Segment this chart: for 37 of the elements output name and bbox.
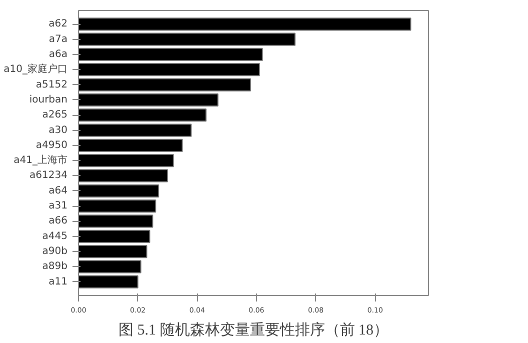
bar <box>78 48 263 62</box>
y-tick-label: a31 <box>48 200 68 212</box>
bar <box>78 260 142 274</box>
y-tick-label: a4950 <box>36 140 68 151</box>
bar <box>78 214 154 228</box>
y-tick-label: a41_上海市 <box>14 154 68 166</box>
bar <box>78 108 207 122</box>
y-tick-label: a6a <box>48 48 68 60</box>
y-tick-label: a11 <box>48 276 68 288</box>
bar <box>78 244 148 258</box>
bar <box>78 63 260 76</box>
bar <box>78 18 412 31</box>
y-tick-label: a64 <box>48 185 68 196</box>
y-tick-label: a30 <box>48 124 68 136</box>
bar <box>78 93 218 107</box>
caption: 图 5.1 随机森林变量重要性排序（前 18） <box>118 322 388 338</box>
y-tick-label: a61234 <box>30 170 68 182</box>
y-tick-label: a62 <box>48 18 68 30</box>
y-tick-label: a66 <box>48 216 68 227</box>
y-tick-label: a10_家庭户口 <box>4 63 68 76</box>
bar <box>78 124 192 137</box>
y-tick-label: a7a <box>48 34 68 45</box>
y-tick-label: a90b <box>42 246 68 258</box>
bar <box>78 138 183 152</box>
y-tick-label: a5152 <box>36 79 68 90</box>
y-tick-label: a265 <box>42 110 68 121</box>
bar <box>78 154 174 168</box>
bar <box>78 78 252 92</box>
bar <box>78 230 150 243</box>
bar <box>78 199 156 213</box>
y-tick-label: iourban <box>29 94 68 106</box>
bar <box>78 169 168 182</box>
bar <box>78 32 296 46</box>
y-tick-label: a445 <box>42 230 68 242</box>
bar <box>78 184 160 198</box>
y-tick-label: a89b <box>42 261 68 272</box>
bar <box>78 275 138 288</box>
